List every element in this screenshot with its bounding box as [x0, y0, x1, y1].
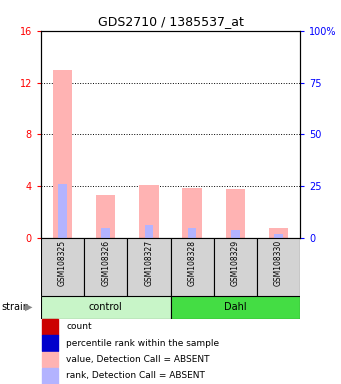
Text: GSM108328: GSM108328 — [188, 240, 197, 286]
Bar — [42, 368, 58, 384]
Bar — [42, 335, 58, 351]
Bar — [170, 238, 214, 296]
Bar — [188, 228, 196, 238]
Bar — [96, 195, 115, 238]
Bar — [274, 234, 283, 238]
Text: Dahl: Dahl — [224, 302, 247, 312]
Bar — [53, 70, 72, 238]
Bar — [145, 225, 153, 238]
Text: strain: strain — [2, 302, 30, 312]
Bar — [84, 238, 127, 296]
Text: GSM108330: GSM108330 — [274, 240, 283, 286]
Bar — [170, 296, 300, 319]
Text: GSM108329: GSM108329 — [231, 240, 240, 286]
Bar — [127, 238, 170, 296]
Bar — [101, 228, 110, 238]
Bar — [269, 228, 288, 238]
Text: value, Detection Call = ABSENT: value, Detection Call = ABSENT — [66, 355, 209, 364]
Bar — [139, 185, 159, 238]
Text: count: count — [66, 323, 92, 331]
Bar — [182, 187, 202, 238]
Bar — [214, 238, 257, 296]
Text: rank, Detection Call = ABSENT: rank, Detection Call = ABSENT — [66, 371, 205, 380]
Text: GSM108327: GSM108327 — [144, 240, 153, 286]
Bar — [231, 230, 240, 238]
Bar — [42, 319, 58, 335]
Text: ▶: ▶ — [25, 302, 32, 312]
Bar — [58, 184, 67, 238]
Text: GSM108325: GSM108325 — [58, 240, 67, 286]
Bar — [225, 189, 245, 238]
Bar — [41, 296, 170, 319]
Text: percentile rank within the sample: percentile rank within the sample — [66, 339, 219, 348]
Text: control: control — [89, 302, 122, 312]
Bar — [41, 238, 84, 296]
Bar — [257, 238, 300, 296]
Bar — [42, 352, 58, 367]
Title: GDS2710 / 1385537_at: GDS2710 / 1385537_at — [98, 15, 243, 28]
Text: GSM108326: GSM108326 — [101, 240, 110, 286]
